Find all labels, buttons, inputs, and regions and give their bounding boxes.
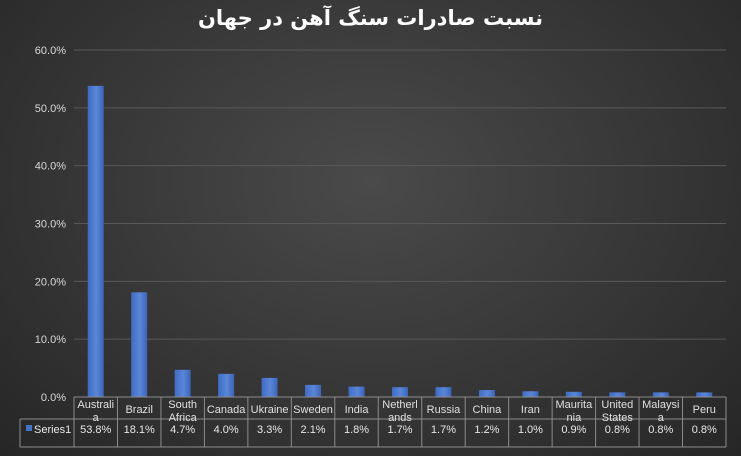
bar bbox=[565, 391, 582, 397]
bar bbox=[174, 369, 191, 397]
data-label: 4.7% bbox=[170, 424, 195, 436]
y-tick-label: 60.0% bbox=[35, 45, 66, 57]
bar bbox=[392, 387, 408, 397]
x-tick-label: India bbox=[345, 404, 370, 416]
bar bbox=[261, 377, 278, 397]
data-label: 0.8% bbox=[692, 424, 717, 436]
x-tick-label: United bbox=[601, 399, 633, 411]
data-label: 4.0% bbox=[214, 424, 239, 436]
legend-label: Series1 bbox=[34, 424, 71, 436]
data-label: 1.8% bbox=[344, 424, 369, 436]
y-tick-label: 20.0% bbox=[35, 276, 66, 288]
data-label: 1.0% bbox=[518, 424, 543, 436]
data-label: 3.3% bbox=[257, 424, 282, 436]
data-label: 0.8% bbox=[605, 424, 630, 436]
y-tick-label: 10.0% bbox=[35, 334, 66, 346]
bar bbox=[218, 373, 235, 397]
x-tick-label: a bbox=[93, 412, 100, 424]
data-label: 1.7% bbox=[431, 424, 456, 436]
data-label: 1.2% bbox=[474, 424, 499, 436]
bar bbox=[87, 85, 104, 398]
y-tick-label: 40.0% bbox=[35, 161, 66, 173]
y-tick-label: 0.0% bbox=[41, 392, 66, 404]
y-tick-label: 50.0% bbox=[35, 103, 66, 115]
bar bbox=[652, 392, 669, 397]
data-label: 53.8% bbox=[80, 424, 111, 436]
data-label: 0.9% bbox=[561, 424, 586, 436]
x-tick-label: South bbox=[168, 399, 197, 411]
x-tick-label: Brazil bbox=[125, 404, 153, 416]
bar bbox=[435, 387, 452, 397]
y-axis-ticks: 0.0% 10.0% 20.0% 30.0% 40.0% 50.0% 60.0% bbox=[35, 45, 66, 404]
data-label: 1.7% bbox=[387, 424, 412, 436]
x-tick-label: Canada bbox=[207, 404, 246, 416]
bar bbox=[305, 384, 322, 397]
bar bbox=[609, 392, 626, 397]
x-tick-label: Iran bbox=[521, 404, 540, 416]
bar bbox=[696, 392, 713, 397]
bar bbox=[478, 390, 495, 397]
data-label: 0.8% bbox=[648, 424, 673, 436]
x-tick-label: Australi bbox=[77, 399, 114, 411]
bars bbox=[87, 85, 713, 398]
x-tick-label: Peru bbox=[693, 404, 716, 416]
x-tick-label: Maurita bbox=[556, 399, 594, 411]
x-tick-label: ands bbox=[388, 412, 412, 424]
chart-title: نسبت صادرات سنگ آهن در جهان bbox=[197, 6, 543, 30]
x-tick-label: China bbox=[473, 404, 503, 416]
x-tick-label: Malaysi bbox=[642, 399, 679, 411]
y-tick-label: 30.0% bbox=[35, 219, 66, 231]
gridlines bbox=[74, 49, 726, 398]
bar bbox=[348, 386, 365, 397]
x-tick-label: a bbox=[658, 412, 665, 424]
data-label: 18.1% bbox=[124, 424, 155, 436]
legend-swatch bbox=[26, 425, 32, 431]
x-tick-label: States bbox=[602, 412, 634, 424]
bar bbox=[522, 391, 539, 397]
x-tick-label: Russia bbox=[427, 404, 462, 416]
bar bbox=[131, 292, 148, 397]
x-tick-label: Sweden bbox=[293, 404, 333, 416]
data-label: 2.1% bbox=[301, 424, 326, 436]
x-tick-label: Ukraine bbox=[251, 404, 289, 416]
x-tick-label: nia bbox=[567, 412, 583, 424]
x-tick-label: Netherl bbox=[382, 399, 417, 411]
x-tick-label: Africa bbox=[169, 412, 198, 424]
